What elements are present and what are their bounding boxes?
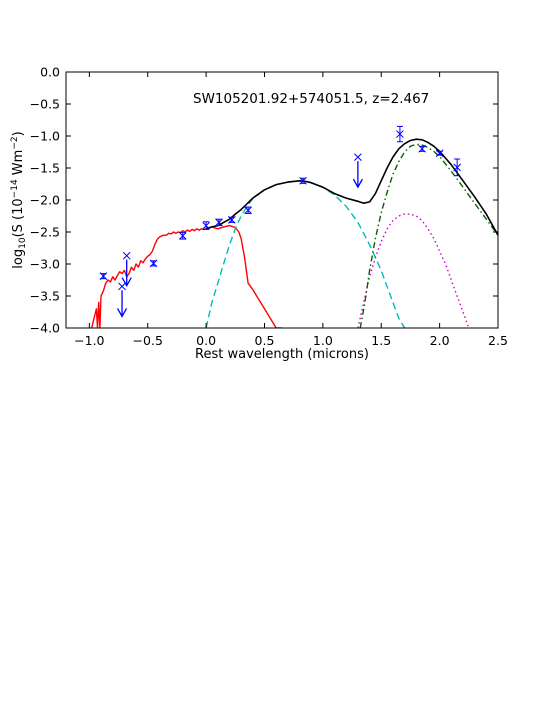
y-tick-label: −3.0 [30,257,60,272]
y-label-sup1: −14 [10,179,20,198]
ticks-layer: −1.0 −0.5 0.0 0.5 1.0 1.5 2.0 2.5 0.0 −0.5 −1.0 −1.… [30,65,508,349]
data-point-marker [354,153,362,161]
data-point [215,218,223,227]
series-total-line [205,138,498,236]
data-point [299,176,307,185]
data-point [202,221,210,230]
x-tick-label: 1.5 [371,333,391,348]
x-tick-label: 0.0 [196,333,216,348]
upper-limit-arrowhead [352,178,363,189]
y-tick-label: −1.0 [30,129,60,144]
y-label-sub: 10 [18,237,28,249]
x-tick-label: −1.0 [74,333,104,348]
y-label-post: ) [11,131,26,136]
y-tick-label: −2.0 [30,193,60,208]
y-label-sup2: −2 [10,136,20,149]
x-tick-label: 2.5 [488,333,508,348]
data-point [418,144,426,153]
y-label-mid2: Wm [11,150,26,180]
series-starburst-line [357,213,470,328]
y-tick-label: −4.0 [30,321,60,336]
x-tick-label: 0.5 [255,333,275,348]
y-label-pre: log [11,249,26,269]
series-agn_dust-line [359,143,498,328]
y-tick-label: −0.5 [30,97,60,112]
x-tick-label: −0.5 [133,333,163,348]
x-axis-label: Rest wavelength (microns) [195,347,369,362]
data-point [453,158,461,177]
data-point-marker [118,282,126,291]
y-axis-label: log10(S (10−14 Wm−2) [10,131,28,268]
data-point-marker [122,251,131,260]
data-point [435,149,444,158]
data-point [352,153,363,189]
data-point [99,272,108,281]
upper-limit-arrowhead [116,308,128,318]
x-tick-label: 1.0 [313,333,333,348]
y-label-mid: (S (10 [11,198,26,237]
y-tick-label: 0.0 [40,65,60,80]
data-point [244,206,252,215]
data-point [149,259,158,268]
chart-annotation: SW105201.92+574051.5, z=2.467 [193,91,429,107]
upper-limit-arrowhead [121,277,132,288]
series-layer [91,138,498,328]
data-point [227,215,236,224]
data-point [396,125,404,143]
data-point [116,282,128,318]
x-tick-label: 2.0 [430,333,450,348]
series-stellar-line [91,224,282,328]
series-cirrus-line [205,180,406,328]
points-layer [99,125,461,318]
y-tick-label: −2.5 [30,225,60,240]
data-point [178,231,187,240]
y-tick-label: −1.5 [30,161,60,176]
y-tick-label: −3.5 [30,289,60,304]
data-point [121,251,132,288]
